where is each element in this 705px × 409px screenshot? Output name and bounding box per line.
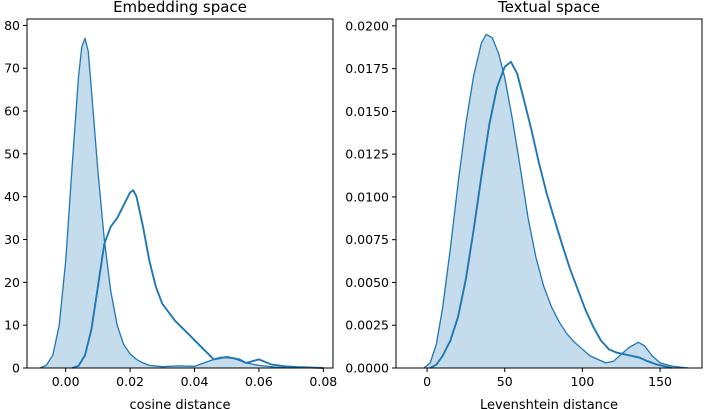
embedding-axes-frame (26, 18, 334, 369)
embedding-x-tick-label: 0.08 (309, 374, 337, 389)
textual-y-tick-label: 0.0125 (345, 147, 389, 162)
embedding-y-tick-label: 20 (4, 275, 20, 290)
textual-space-panel: Textual space Levenshtein distance 0 50 10… (345, 0, 703, 409)
embedding-x-tick-label: 0.06 (245, 374, 273, 389)
textual-y-tick-label: 0.0150 (345, 104, 389, 119)
textual-y-tick-label: 0.0175 (345, 61, 389, 76)
embedding-y-tick-label: 40 (4, 189, 20, 204)
textual-y-tick-label: 0.0025 (345, 318, 389, 333)
embedding-y-tick-label: 0 (12, 361, 20, 376)
embedding-y-tick-label: 30 (4, 232, 20, 247)
textual-axes-frame (395, 18, 703, 369)
embedding-y-tick-label: 10 (4, 318, 20, 333)
levenshtein-distance-axis-label: Levenshtein distance (480, 398, 618, 409)
embedding-x-tick-label: 0.04 (181, 374, 209, 389)
embedding-x-tick-label: 0.02 (116, 374, 144, 389)
embedding-x-tick-label: 0.00 (52, 374, 80, 389)
textual-series-2-line (429, 60, 673, 369)
textual-x-tick-label: 100 (570, 374, 594, 389)
textual-x-tick-label: 150 (648, 374, 672, 389)
textual-y-tick-label: 0.0000 (345, 361, 389, 376)
textual-y-tick-label: 0.0200 (345, 18, 389, 33)
textual-series-1-line (423, 33, 689, 369)
textual-x-tick-label: 0 (423, 374, 431, 389)
textual-y-tick-label: 0.0050 (345, 275, 389, 290)
cosine-distance-axis-label: cosine distance (130, 398, 231, 409)
textual-x-tick-label: 50 (497, 374, 513, 389)
embedding-space-title: Embedding space (113, 0, 247, 16)
embedding-series-1-fill (39, 38, 292, 369)
textual-space-title: Textual space (497, 0, 600, 16)
embedding-y-tick-label: 80 (4, 18, 20, 33)
textual-series-1-fill (424, 34, 688, 369)
embedding-space-panel: Embedding space cosine distance 0.00 0.02… (4, 0, 337, 409)
textual-y-tick-label: 0.0100 (345, 189, 389, 204)
embedding-y-tick-label: 50 (4, 146, 20, 161)
embedding-y-tick-label: 60 (4, 104, 20, 119)
embedding-y-tick-label: 70 (4, 61, 20, 76)
embedding-series-2-line (71, 189, 324, 369)
textual-y-tick-label: 0.0075 (345, 232, 389, 247)
